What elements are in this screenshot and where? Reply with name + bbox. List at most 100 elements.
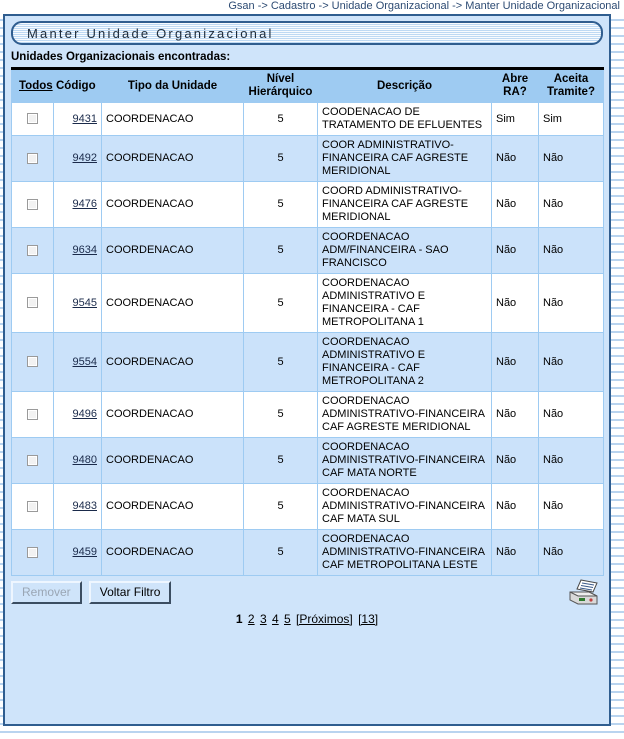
row-checkbox-cell — [11, 102, 54, 136]
pagination: 1 2 3 4 5 [Próximos] [13] — [11, 612, 603, 626]
nivel-hierarquico-cell: 5 — [243, 483, 318, 530]
nivel-hierarquico-cell: 5 — [243, 332, 318, 392]
pagination-link[interactable]: 4 — [271, 612, 279, 626]
nivel-hierarquico-cell: 5 — [243, 391, 318, 438]
codigo-cell: 9459 — [53, 529, 102, 576]
results-caption: Unidades Organizacionais encontradas: — [11, 51, 231, 63]
aceita-tramite-cell: Não — [538, 135, 604, 182]
codigo-link[interactable]: 9634 — [72, 244, 97, 256]
descricao-cell: COORDENACAO ADMINISTRATIVO E FINANCEIRA … — [317, 273, 492, 333]
codigo-link[interactable]: 9496 — [72, 408, 97, 420]
row-checkbox-cell — [11, 332, 54, 392]
row-checkbox-cell — [11, 273, 54, 333]
nivel-hierarquico-cell: 5 — [243, 437, 318, 484]
codigo-link[interactable]: 9545 — [72, 296, 97, 309]
abre-ra-cell: Não — [491, 332, 539, 392]
nivel-hierarquico-cell: 5 — [243, 135, 318, 182]
codigo-link[interactable]: 9483 — [72, 500, 97, 512]
abre-ra-cell: Não — [491, 273, 539, 333]
codigo-cell: 9554 — [53, 332, 102, 392]
row-checkbox[interactable] — [27, 408, 38, 420]
abre-ra-cell: Não — [491, 391, 539, 438]
window-title-bar: Manter Unidade Organizacional — [11, 21, 603, 45]
row-checkbox[interactable] — [27, 297, 38, 309]
nivel-hierarquico-cell: 5 — [243, 227, 318, 274]
row-checkbox[interactable] — [27, 356, 38, 368]
aceita-tramite-cell: Não — [538, 227, 604, 274]
row-checkbox[interactable] — [27, 244, 38, 256]
codigo-link[interactable]: 9476 — [72, 198, 97, 210]
codigo-cell: 9483 — [53, 483, 102, 530]
row-checkbox[interactable] — [27, 546, 38, 558]
table-row: 9483 COORDENACAO 5 COORDENACAO ADMINISTRATI… — [11, 483, 604, 530]
table-row: 9496 COORDENACAO 5 COORDENACAO ADMINISTRATI… — [11, 391, 604, 438]
table-row: 9545 COORDENACAO 5 COORDENACAO ADMINISTRATI… — [11, 273, 604, 333]
row-checkbox[interactable] — [27, 152, 38, 164]
codigo-cell: 9431 — [53, 102, 102, 136]
printer-icon[interactable] — [567, 579, 601, 609]
column-header-aceita-tramite: Aceita Tramite? — [538, 68, 604, 103]
nivel-hierarquico-cell: 5 — [243, 273, 318, 333]
descricao-cell: COORDENACAO ADMINISTRATIVO-FINANCEIRA CA… — [317, 391, 492, 438]
descricao-cell: COORDENACAO ADMINISTRATIVO-FINANCEIRA CA… — [317, 437, 492, 484]
column-header-descricao: Descrição — [317, 68, 492, 103]
breadcrumb: Gsan -> Cadastro -> Unidade Organizacion… — [0, 0, 624, 14]
table-row: 9476 COORDENACAO 5 COORD ADMINISTRATIVO-FIN… — [11, 181, 604, 228]
aceita-tramite-cell: Não — [538, 391, 604, 438]
table-row: 9431 COORDENACAO 5 COODENACAO DE TRATAMENTO… — [11, 102, 604, 136]
descricao-cell: COORD ADMINISTRATIVO-FINANCEIRA CAF AGRE… — [317, 181, 492, 228]
pagination-link[interactable]: [13] — [358, 612, 379, 626]
pagination-link[interactable]: [Próximos] — [296, 612, 353, 626]
row-checkbox-cell — [11, 181, 54, 228]
codigo-link[interactable]: 9431 — [72, 112, 97, 125]
results-table-body: 9431 COORDENACAO 5 COODENACAO DE TRATAMENTO… — [11, 102, 604, 576]
abre-ra-cell: Não — [491, 181, 539, 228]
abre-ra-cell: Não — [491, 437, 539, 484]
codigo-link[interactable]: 9480 — [72, 454, 97, 466]
pagination-link: 1 — [235, 612, 243, 626]
row-checkbox[interactable] — [27, 454, 38, 466]
nivel-hierarquico-cell: 5 — [243, 102, 318, 136]
main-panel: Manter Unidade Organizacional Unidades O… — [3, 14, 611, 726]
abre-ra-cell: Não — [491, 529, 539, 576]
abre-ra-cell: Não — [491, 227, 539, 274]
pagination-link[interactable]: 3 — [259, 612, 267, 626]
page-title: Manter Unidade Organizacional — [27, 26, 274, 41]
descricao-cell: COORDENACAO ADM/FINANCEIRA - SAO FRANCIS… — [317, 227, 492, 274]
row-checkbox-cell — [11, 529, 54, 576]
codigo-link[interactable]: 9492 — [72, 152, 97, 164]
pagination-link[interactable]: 2 — [247, 612, 255, 626]
select-all-link[interactable]: Todos — [19, 79, 53, 92]
row-checkbox-cell — [11, 437, 54, 484]
row-checkbox-cell — [11, 483, 54, 530]
tipo-unidade-cell: COORDENACAO — [101, 483, 244, 530]
table-row: 9634 COORDENACAO 5 COORDENACAO ADM/FINANCEI… — [11, 227, 604, 274]
aceita-tramite-cell: Não — [538, 181, 604, 228]
tipo-unidade-cell: COORDENACAO — [101, 273, 244, 333]
tipo-unidade-cell: COORDENACAO — [101, 102, 244, 136]
row-checkbox[interactable] — [27, 113, 38, 125]
action-button-row: Remover Voltar Filtro — [11, 581, 175, 604]
pagination-link[interactable]: 5 — [284, 612, 291, 626]
aceita-tramite-cell: Não — [538, 529, 604, 576]
descricao-cell: COORDENACAO ADMINISTRATIVO E FINANCEIRA … — [317, 332, 492, 392]
row-checkbox[interactable] — [27, 500, 38, 512]
tipo-unidade-cell: COORDENACAO — [101, 391, 244, 438]
codigo-cell: 9545 — [53, 273, 102, 333]
aceita-tramite-cell: Sim — [538, 102, 604, 136]
codigo-link[interactable]: 9459 — [72, 546, 97, 558]
table-row: 9554 COORDENACAO 5 COORDENACAO ADMINISTRATI… — [11, 332, 604, 392]
row-checkbox-cell — [11, 227, 54, 274]
remover-button[interactable]: Remover — [11, 581, 82, 604]
table-row: 9492 COORDENACAO 5 COOR ADMINISTRATIVO-FINA… — [11, 135, 604, 182]
aceita-tramite-cell: Não — [538, 332, 604, 392]
row-checkbox[interactable] — [27, 198, 38, 210]
descricao-cell: COOR ADMINISTRATIVO-FINANCEIRA CAF AGRES… — [317, 135, 492, 182]
voltar-filtro-button[interactable]: Voltar Filtro — [88, 581, 172, 604]
column-header-nivel-hierarquico: Nível Hierárquico — [243, 68, 318, 103]
nivel-hierarquico-cell: 5 — [243, 181, 318, 228]
codigo-cell: 9476 — [53, 181, 102, 228]
abre-ra-line1: Abre — [501, 73, 529, 85]
codigo-link[interactable]: 9554 — [72, 355, 97, 368]
aceita-tramite-cell: Não — [538, 483, 604, 530]
